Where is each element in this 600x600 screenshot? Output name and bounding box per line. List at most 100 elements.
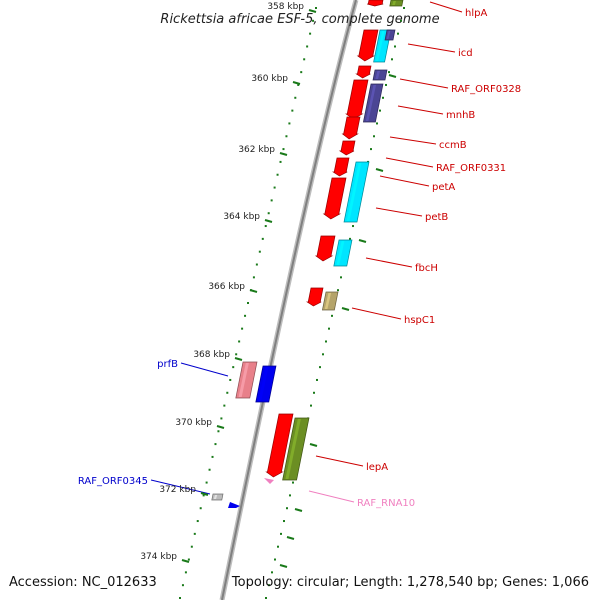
inner-tick-dot <box>300 71 303 74</box>
inner-tick-dot <box>267 212 270 215</box>
feature-cyan-highlight <box>375 31 385 61</box>
outer-tick-dot <box>283 520 285 523</box>
scale-tick-label: 360 kbp <box>251 74 288 84</box>
inner-tick-dot <box>270 199 273 202</box>
cds-feature-highlight <box>310 289 317 301</box>
outer-tick-dot <box>337 289 339 292</box>
outer-tick-dot <box>265 597 267 599</box>
inner-tick-dot <box>303 58 306 61</box>
scale-tick <box>292 81 301 85</box>
inner-tick-dot <box>202 494 205 497</box>
cds-feature <box>355 65 372 79</box>
inner-tick-dot <box>187 558 190 561</box>
scale-tick <box>249 289 258 293</box>
cds-reverse-small <box>228 502 240 508</box>
track-dash <box>341 307 350 311</box>
inner-tick-dot <box>255 263 258 266</box>
track-dash <box>388 74 397 78</box>
inner-tick-dot <box>211 455 214 458</box>
cds-feature <box>338 140 356 156</box>
outer-tick-dot <box>391 58 393 61</box>
outer-tick-dot <box>289 494 291 497</box>
outer-tick-dot <box>373 135 375 138</box>
gene-label-raf-orf0345-leader <box>150 479 211 495</box>
gene-label-fbch-leader <box>365 257 413 268</box>
gene-label-mnhb: mnhB <box>446 110 475 121</box>
track-dash <box>294 508 303 512</box>
feature-layer <box>211 0 404 508</box>
inner-tick-dot <box>309 32 312 35</box>
cds-feature-highlight <box>270 415 285 471</box>
inner-tick-dot <box>193 532 196 535</box>
outer-tick-dot <box>388 71 390 74</box>
outer-tick-dot <box>277 545 279 548</box>
outer-tick-dot <box>331 314 333 317</box>
track-dash <box>375 168 384 172</box>
outer-tick-dot <box>313 391 315 394</box>
gene-label-raf-rna10-leader <box>308 490 355 503</box>
scale-tick-label: 366 kbp <box>208 282 245 292</box>
scale-tick-label: 364 kbp <box>223 212 260 222</box>
label-layer: hlpA icd RAF_ORF0328 mnhB ccmB RAF_ORF0331pet… <box>78 1 521 509</box>
scale-tick-label: 370 kbp <box>175 418 212 428</box>
inner-tick-dot <box>297 83 300 86</box>
gene-label-lepa: lepA <box>366 462 388 473</box>
inner-tick-dot <box>288 122 291 125</box>
gene-label-peta-leader <box>379 175 430 187</box>
outer-tick-dot <box>268 584 270 587</box>
inner-tick-dot <box>306 45 309 48</box>
feature-olive <box>389 0 404 7</box>
gene-label-raf-orf0328: RAF_ORF0328 <box>451 84 521 95</box>
outer-tick-dot <box>385 83 387 86</box>
inner-tick-dot <box>247 302 249 304</box>
feature-grey-highlight <box>213 495 218 499</box>
inner-tick-dot <box>184 571 187 574</box>
scale-tick <box>264 219 273 223</box>
feature-navy-highlight <box>375 71 381 79</box>
cds-feature <box>367 0 384 7</box>
outer-tick-dot <box>340 276 342 279</box>
cds-feature-highlight <box>371 1 375 3</box>
inner-tick-dot <box>282 148 285 151</box>
cds-feature <box>306 287 324 307</box>
inner-tick-dot <box>291 109 294 112</box>
outer-tick-dot <box>382 96 384 99</box>
outer-tick-dot <box>394 45 396 48</box>
cds-feature <box>341 116 361 140</box>
map-title: Rickettsia africae ESF-5, complete genom… <box>160 12 439 27</box>
inner-tick-dot <box>208 468 211 471</box>
feature-pink-highlight <box>238 363 249 397</box>
inner-tick-dot <box>181 584 184 587</box>
inner-tick-dot <box>261 237 264 240</box>
outer-tick-dot <box>403 7 405 9</box>
inner-tick-dot <box>276 173 279 176</box>
track-dash <box>358 239 367 243</box>
inner-tick-dot <box>179 597 181 599</box>
feature-cyan-highlight <box>346 163 362 221</box>
feature-khaki-highlight <box>324 293 332 309</box>
cds-feature-highlight <box>359 67 365 73</box>
scale-tick <box>308 9 317 13</box>
cds-feature <box>332 157 350 177</box>
gene-label-icd: icd <box>458 48 473 59</box>
outer-tick-dot <box>280 532 282 535</box>
inner-tick-dot <box>229 378 232 381</box>
outer-tick-dot <box>319 366 321 369</box>
gene-label-mnhb-leader <box>397 105 444 115</box>
cds-feature-highlight <box>361 31 370 55</box>
accession-text: Accession: NC_012633 <box>9 575 157 590</box>
gene-label-prfb-leader <box>180 362 229 377</box>
rna-feature <box>264 478 274 484</box>
cds-reverse-highlight <box>258 367 269 401</box>
outer-tick-dot <box>322 353 324 356</box>
gene-label-ccmb: ccmB <box>439 140 467 151</box>
outer-tick-dot <box>292 481 294 484</box>
outer-tick-dot <box>316 378 318 381</box>
scale-tick-label: 362 kbp <box>238 145 275 155</box>
gene-label-icd-leader <box>407 43 456 53</box>
inner-tick-dot <box>220 417 223 420</box>
feature-navy-highlight <box>386 31 391 39</box>
feature-grey <box>211 493 224 501</box>
